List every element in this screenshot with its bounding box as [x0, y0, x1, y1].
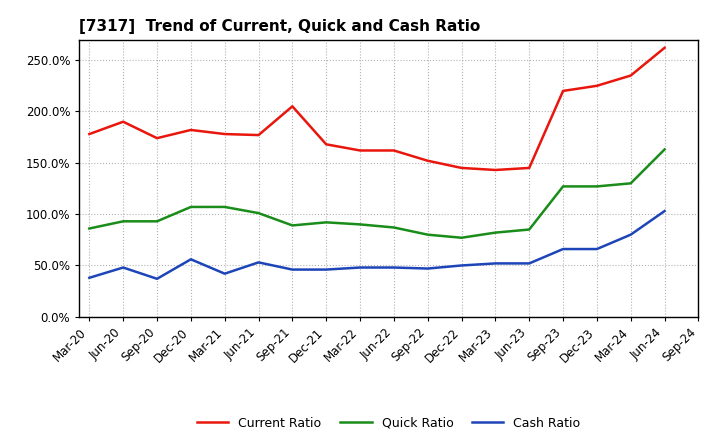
Cash Ratio: [593, 246, 601, 252]
Quick Ratio: [423, 232, 432, 237]
Legend: Current Ratio, Quick Ratio, Cash Ratio: Current Ratio, Quick Ratio, Cash Ratio: [192, 412, 585, 435]
Line: Cash Ratio: Cash Ratio: [89, 211, 665, 279]
Current Ratio: [356, 148, 364, 153]
Cash Ratio: [220, 271, 229, 276]
Current Ratio: [322, 142, 330, 147]
Quick Ratio: [119, 219, 127, 224]
Quick Ratio: [288, 223, 297, 228]
Cash Ratio: [254, 260, 263, 265]
Current Ratio: [626, 73, 635, 78]
Cash Ratio: [186, 257, 195, 262]
Current Ratio: [491, 167, 500, 172]
Quick Ratio: [660, 147, 669, 152]
Cash Ratio: [457, 263, 466, 268]
Quick Ratio: [491, 230, 500, 235]
Current Ratio: [85, 132, 94, 137]
Quick Ratio: [559, 184, 567, 189]
Quick Ratio: [186, 204, 195, 209]
Cash Ratio: [390, 265, 398, 270]
Cash Ratio: [288, 267, 297, 272]
Current Ratio: [288, 104, 297, 109]
Quick Ratio: [153, 219, 161, 224]
Quick Ratio: [525, 227, 534, 232]
Current Ratio: [525, 165, 534, 171]
Current Ratio: [660, 45, 669, 51]
Current Ratio: [254, 132, 263, 138]
Quick Ratio: [457, 235, 466, 240]
Quick Ratio: [390, 225, 398, 230]
Cash Ratio: [423, 266, 432, 271]
Current Ratio: [220, 132, 229, 137]
Cash Ratio: [119, 265, 127, 270]
Line: Current Ratio: Current Ratio: [89, 48, 665, 170]
Quick Ratio: [626, 181, 635, 186]
Current Ratio: [186, 127, 195, 132]
Cash Ratio: [626, 232, 635, 237]
Current Ratio: [559, 88, 567, 94]
Cash Ratio: [660, 209, 669, 214]
Current Ratio: [423, 158, 432, 163]
Quick Ratio: [593, 184, 601, 189]
Current Ratio: [153, 136, 161, 141]
Text: [7317]  Trend of Current, Quick and Cash Ratio: [7317] Trend of Current, Quick and Cash …: [79, 19, 480, 34]
Current Ratio: [390, 148, 398, 153]
Line: Quick Ratio: Quick Ratio: [89, 150, 665, 238]
Quick Ratio: [356, 222, 364, 227]
Quick Ratio: [85, 226, 94, 231]
Cash Ratio: [525, 261, 534, 266]
Quick Ratio: [220, 204, 229, 209]
Current Ratio: [593, 83, 601, 88]
Cash Ratio: [85, 275, 94, 280]
Cash Ratio: [153, 276, 161, 282]
Cash Ratio: [356, 265, 364, 270]
Current Ratio: [119, 119, 127, 125]
Cash Ratio: [559, 246, 567, 252]
Cash Ratio: [491, 261, 500, 266]
Current Ratio: [457, 165, 466, 171]
Quick Ratio: [254, 210, 263, 216]
Quick Ratio: [322, 220, 330, 225]
Cash Ratio: [322, 267, 330, 272]
